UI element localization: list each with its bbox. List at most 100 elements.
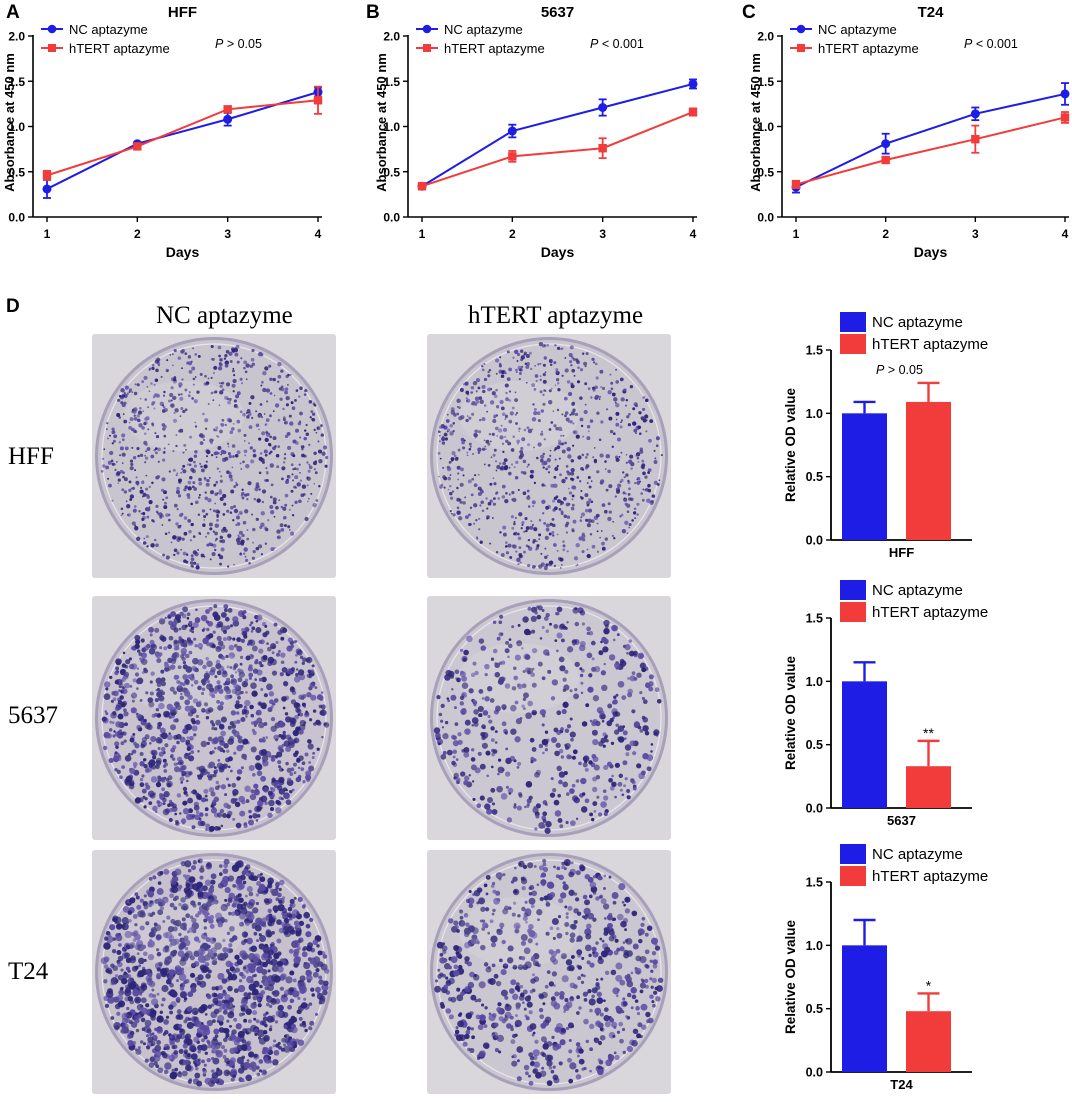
colony-dot [258, 471, 262, 475]
dish-photo-5637-nc [92, 596, 336, 840]
colony-dot [210, 873, 217, 880]
colony-dot [222, 868, 229, 874]
colony-dot [187, 638, 191, 643]
colony-dot [236, 406, 239, 409]
colony-dot [285, 761, 289, 766]
colony-dot [544, 730, 549, 734]
colony-dot [139, 925, 145, 931]
colony-dot [186, 736, 190, 739]
colony-dot [271, 965, 279, 973]
colony-dot [635, 454, 638, 457]
colony-dot [564, 997, 569, 1003]
colony-dot [542, 363, 546, 367]
colony-dot [297, 896, 303, 902]
colony-dot [157, 779, 161, 783]
colony-dot [128, 982, 137, 990]
colony-dot [471, 723, 475, 727]
colony-dot [140, 658, 148, 666]
colony-dot [230, 911, 236, 916]
colony-dot [603, 795, 609, 801]
colony-dot [627, 479, 630, 483]
colony-dot [537, 605, 543, 611]
colony-dot [253, 973, 257, 978]
colony-dot [531, 629, 536, 634]
colony-dot [280, 387, 285, 392]
colony-dot [614, 662, 621, 669]
colony-dot [454, 722, 459, 726]
colony-dot [500, 374, 505, 378]
colony-dot [312, 971, 319, 978]
colony-dot [247, 992, 252, 996]
colony-dot [598, 710, 602, 714]
colony-dot [214, 492, 218, 496]
colony-dot [275, 1010, 283, 1018]
colony-dot [226, 1061, 230, 1065]
colony-dot [222, 493, 227, 499]
colony-dot [457, 739, 463, 745]
colony-dot [212, 1019, 216, 1023]
colony-dot [226, 677, 231, 682]
x-axis-label: Days [541, 244, 575, 260]
colony-dot [572, 749, 578, 755]
colony-dot [531, 746, 537, 752]
colony-dot [141, 517, 145, 521]
colony-dot [541, 609, 545, 612]
colony-dot [293, 737, 300, 744]
colony-dot [301, 951, 308, 958]
colony-dot [263, 787, 269, 793]
colony-dot [609, 429, 614, 434]
colony-dot [148, 801, 153, 805]
colony-dot [141, 523, 147, 529]
colony-dot [613, 536, 616, 540]
colony-dot [118, 729, 123, 733]
colony-dot [121, 462, 124, 464]
colony-dot [182, 606, 189, 613]
colony-dot [156, 888, 164, 895]
colony-dot [115, 745, 119, 749]
y-tick-label: 2.0 [8, 30, 25, 44]
colony-dot [470, 391, 473, 394]
colony-dot [244, 626, 250, 632]
colony-dot [134, 524, 137, 527]
colony-dot [547, 465, 551, 469]
colony-dot [311, 756, 315, 759]
colony-dot [175, 490, 181, 495]
colony-dot [178, 429, 182, 433]
colony-dot [173, 718, 177, 723]
colony-dot [579, 417, 584, 422]
colony-dot [233, 751, 237, 755]
colony-dot [446, 749, 453, 756]
colony-dot [245, 691, 248, 694]
colony-dot [642, 471, 646, 476]
colony-dot [636, 456, 640, 460]
colony-dot [265, 1011, 269, 1015]
colony-dot [164, 1062, 172, 1070]
colony-dot [177, 950, 185, 957]
colony-dot [252, 1003, 257, 1008]
colony-dot [218, 490, 223, 495]
colony-dot [606, 761, 613, 767]
colony-dot [538, 564, 543, 569]
colony-dot [144, 443, 148, 446]
colony-dot [134, 469, 137, 472]
colony-dot [192, 657, 199, 665]
colony-dot [270, 643, 277, 650]
colony-dot [656, 482, 660, 486]
colony-dot [211, 726, 215, 731]
colony-dot [275, 881, 280, 886]
colony-dot [120, 401, 124, 405]
colony-dot [200, 1021, 204, 1025]
colony-dot [480, 645, 487, 651]
colony-dot [584, 493, 589, 498]
colony-dot [189, 955, 195, 961]
colony-dot [556, 464, 559, 468]
colony-dot [257, 997, 261, 1002]
colony-dot [249, 623, 252, 627]
colony-dot [228, 474, 233, 479]
colony-dot [490, 787, 496, 793]
colony-dot [647, 483, 651, 488]
colony-dot [174, 868, 182, 876]
colony-dot [183, 531, 188, 536]
colony-dot [269, 495, 273, 499]
colony-dot [498, 369, 503, 374]
